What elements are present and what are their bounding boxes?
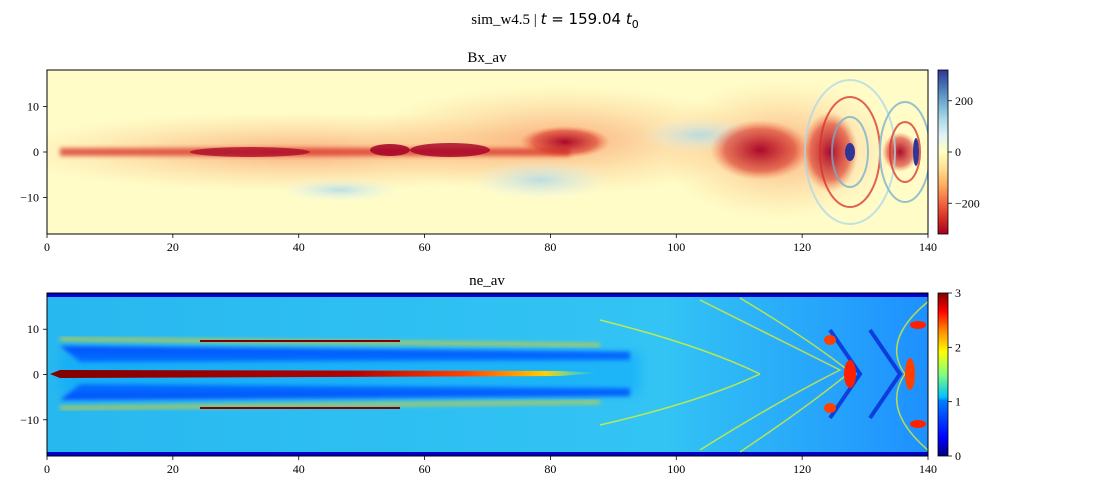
colorbar-bx — [937, 69, 949, 235]
y-tick-label: 10 — [27, 322, 39, 336]
x-tick-label: 80 — [544, 462, 556, 476]
x-tick-label: 40 — [293, 462, 305, 476]
colorbar-tick-label: 1 — [955, 395, 961, 409]
y-tick-label: −10 — [20, 191, 39, 205]
x-tick-label: 100 — [667, 462, 685, 476]
x-tick-label: 20 — [167, 462, 179, 476]
colorbar-ne-ticks: 3 2 1 0 — [948, 286, 961, 463]
colorbar-tick-label: 200 — [955, 94, 973, 108]
bx-heatmap — [47, 70, 928, 234]
colorbar-ne — [937, 292, 949, 457]
x-tick-label: 60 — [419, 240, 431, 254]
x-tick-label: 60 — [419, 462, 431, 476]
x-tick-label: 120 — [793, 240, 811, 254]
x-tick-label: 100 — [667, 240, 685, 254]
y-tick-label: 0 — [33, 368, 39, 382]
panel1-title: Bx_av — [467, 50, 507, 66]
y-tick-label: 10 — [27, 99, 39, 113]
colorbar-tick-label: 3 — [955, 286, 961, 300]
x-tick-label: 140 — [919, 462, 937, 476]
x-tick-label: 0 — [44, 462, 50, 476]
colorbar-tick-label: 0 — [955, 449, 961, 463]
x-tick-label: 0 — [44, 240, 50, 254]
colorbar-bx-ticks: 200 0 −200 — [948, 94, 980, 210]
panel2-title: ne_av — [469, 273, 505, 289]
x-tick-label: 120 — [793, 462, 811, 476]
x-tick-label: 20 — [167, 240, 179, 254]
colorbar-tick-label: −200 — [955, 196, 980, 210]
x-tick-label: 40 — [293, 240, 305, 254]
y-tick-label: 0 — [33, 145, 39, 159]
x-tick-label: 80 — [544, 240, 556, 254]
colorbar-tick-label: 0 — [955, 145, 961, 159]
figure-title: sim_w4.5 | t = 159.04 t0 — [471, 10, 638, 31]
x-tick-label: 140 — [919, 240, 937, 254]
colorbar-tick-label: 2 — [955, 340, 961, 354]
ne-heatmap — [47, 293, 928, 456]
y-tick-label: −10 — [20, 413, 39, 427]
